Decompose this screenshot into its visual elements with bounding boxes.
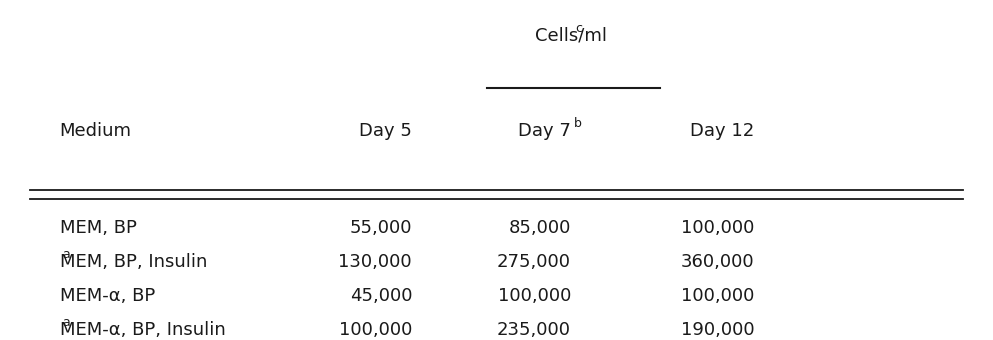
Text: 100,000: 100,000	[681, 219, 755, 237]
Text: Day 7: Day 7	[518, 122, 571, 140]
Text: MEM, BP: MEM, BP	[60, 219, 136, 237]
Text: 275,000: 275,000	[496, 253, 571, 271]
Text: 85,000: 85,000	[508, 219, 571, 237]
Text: MEM, BP, Insulin: MEM, BP, Insulin	[60, 253, 207, 271]
Text: 130,000: 130,000	[339, 253, 412, 271]
Text: Cells/ml: Cells/ml	[535, 27, 607, 45]
Text: 235,000: 235,000	[496, 321, 571, 339]
Text: c: c	[575, 22, 582, 35]
Text: a: a	[63, 316, 71, 329]
Text: MEM-α, BP: MEM-α, BP	[60, 287, 155, 305]
Text: Day 5: Day 5	[359, 122, 412, 140]
Text: Medium: Medium	[60, 122, 132, 140]
Text: 45,000: 45,000	[350, 287, 412, 305]
Text: 360,000: 360,000	[681, 253, 755, 271]
Text: b: b	[574, 117, 582, 130]
Text: a: a	[63, 248, 71, 261]
Text: MEM-α, BP, Insulin: MEM-α, BP, Insulin	[60, 321, 225, 339]
Text: Day 12: Day 12	[690, 122, 755, 140]
Text: 100,000: 100,000	[681, 287, 755, 305]
Text: 100,000: 100,000	[339, 321, 412, 339]
Text: 55,000: 55,000	[350, 219, 412, 237]
Text: 190,000: 190,000	[681, 321, 755, 339]
Text: 100,000: 100,000	[497, 287, 571, 305]
